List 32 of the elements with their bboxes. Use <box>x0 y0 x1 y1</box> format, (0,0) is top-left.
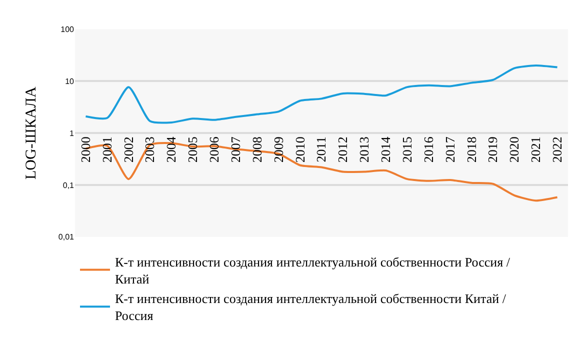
x-tick-label: 2002 <box>120 136 136 163</box>
x-tick-label: 2019 <box>485 136 500 163</box>
x-tick-label: 2016 <box>420 136 436 163</box>
y-tick-label: 10 <box>65 76 75 86</box>
y-tick-label: 1 <box>70 128 75 138</box>
x-tick-label: 2004 <box>164 136 179 163</box>
y-tick-label: 0,01 <box>58 232 75 242</box>
y-tick-label: 100 <box>60 25 75 34</box>
x-tick-label: 2001 <box>99 136 114 163</box>
x-tick-label: 2005 <box>185 136 200 163</box>
x-tick-label: 2015 <box>399 136 414 163</box>
y-tick-label: 0,1 <box>62 180 75 190</box>
x-tick-label: 2000 <box>78 136 93 163</box>
x-tick-label: 2003 <box>142 136 158 163</box>
legend-label: К-т интенсивности создания интеллектуальной собственности Россия / Китай <box>115 254 510 286</box>
x-tick-label: 2006 <box>206 136 222 163</box>
x-tick-label: 2018 <box>464 136 479 163</box>
x-tick-label: 2017 <box>442 136 458 163</box>
x-tick-label: 2021 <box>528 136 544 163</box>
x-tick-label: 2011 <box>314 136 329 162</box>
x-tick-label: 2009 <box>270 136 286 163</box>
x-tick-label: 2014 <box>378 136 394 163</box>
x-tick-label: 2020 <box>506 136 522 163</box>
legend-label: К-т интенсивности создания интеллектуальной собственности Китай / Россия <box>115 291 506 324</box>
y-axis-title: LOG-ШКАЛА <box>24 86 40 180</box>
x-tick-label: 2007 <box>228 136 243 163</box>
x-tick-label: 2010 <box>292 136 308 163</box>
line-series <box>84 64 558 124</box>
x-tick-label: 2012 <box>335 136 350 163</box>
x-tick-label: 2008 <box>249 136 264 163</box>
x-tick-label: 2022 <box>550 136 565 163</box>
x-tick-label: 2013 <box>356 136 372 163</box>
